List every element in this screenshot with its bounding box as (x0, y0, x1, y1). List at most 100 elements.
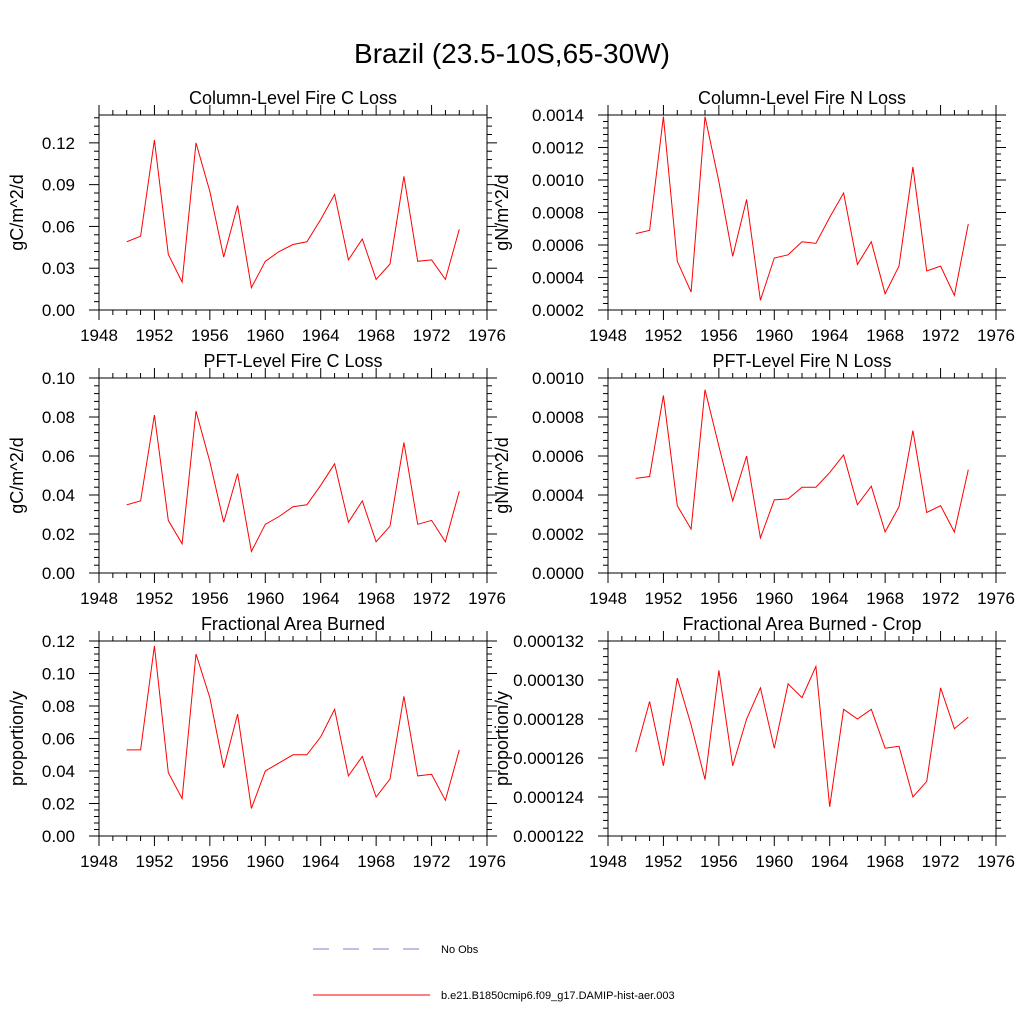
x-tick-label: 1972 (413, 326, 451, 345)
y-tick-label: 0.03 (42, 259, 75, 278)
series-line (635, 389, 969, 540)
x-tick-label: 1960 (246, 326, 284, 345)
y-axis-label: gC/m^2/d (7, 174, 27, 250)
x-tick-label: 1956 (700, 326, 738, 345)
x-tick-label: 1968 (866, 326, 904, 345)
plot-frame (98, 114, 488, 311)
chart-title: Fractional Area Burned - Crop (682, 614, 921, 634)
chart-title: Fractional Area Burned (201, 614, 385, 634)
x-tick-label: 1964 (811, 589, 849, 608)
x-tick-label: 1972 (922, 326, 960, 345)
chart-title: PFT-Level Fire N Loss (712, 351, 891, 371)
x-tick-label: 1948 (589, 589, 627, 608)
x-tick-label: 1964 (302, 326, 340, 345)
series-line (126, 410, 460, 554)
series-line (126, 645, 460, 809)
x-tick-label: 1956 (191, 852, 229, 871)
chart-panels: Column-Level Fire C Loss gC/m^2/d 1948 1952… (7, 88, 1015, 871)
x-tick-label: 1964 (302, 852, 340, 871)
plot-frame (98, 377, 488, 574)
y-axis-label: gN/m^2/d (492, 437, 512, 513)
plot-frame (607, 377, 997, 574)
x-tick-label: 1960 (246, 589, 284, 608)
y-tick-label: 0.000126 (513, 749, 584, 768)
x-tick-label: 1968 (357, 326, 395, 345)
y-tick-label: 0.00 (42, 827, 75, 846)
x-tick-label: 1972 (922, 852, 960, 871)
x-tick-label: 1952 (645, 589, 683, 608)
x-tick-label: 1976 (468, 852, 506, 871)
y-tick-label: 0.0014 (532, 106, 584, 125)
series-line (126, 140, 460, 290)
y-axis-label: proportion/y (492, 691, 512, 786)
y-tick-label: 0.0006 (532, 236, 584, 255)
y-tick-label: 0.0008 (532, 204, 584, 223)
x-tick-label: 1976 (977, 589, 1015, 608)
y-tick-label: 0.0012 (532, 139, 584, 158)
chart-panel-4: PFT-Level Fire N Loss gN/m^2/d 1948 1952 195… (492, 351, 1015, 608)
y-axis-label: gN/m^2/d (492, 174, 512, 250)
y-tick-label: 0.0002 (532, 301, 584, 320)
y-tick-label: 0.02 (42, 795, 75, 814)
series-line (635, 116, 969, 301)
x-tick-label: 1956 (700, 852, 738, 871)
x-tick-label: 1968 (357, 852, 395, 871)
y-axis-label: proportion/y (7, 691, 27, 786)
x-tick-label: 1976 (468, 589, 506, 608)
chart-panel-3: PFT-Level Fire C Loss gC/m^2/d 1948 1952 195… (7, 351, 506, 608)
x-tick-label: 1960 (755, 852, 793, 871)
x-tick-label: 1956 (191, 589, 229, 608)
y-tick-label: 0.000132 (513, 632, 584, 651)
x-tick-label: 1976 (977, 326, 1015, 345)
x-tick-label: 1952 (136, 326, 174, 345)
y-tick-label: 0.000124 (513, 788, 584, 807)
x-tick-label: 1976 (977, 852, 1015, 871)
y-tick-label: 0.12 (42, 134, 75, 153)
x-tick-label: 1972 (413, 589, 451, 608)
x-tick-label: 1948 (80, 852, 118, 871)
x-tick-label: 1964 (302, 589, 340, 608)
y-tick-label: 0.0010 (532, 171, 584, 190)
y-tick-label: 0.0006 (532, 447, 584, 466)
x-tick-label: 1968 (866, 852, 904, 871)
x-tick-label: 1960 (755, 589, 793, 608)
page-title: Brazil (23.5-10S,65-30W) (354, 38, 670, 69)
y-tick-label: 0.00 (42, 564, 75, 583)
x-tick-label: 1968 (357, 589, 395, 608)
y-tick-label: 0.12 (42, 632, 75, 651)
x-tick-label: 1948 (80, 589, 118, 608)
chart-title: Column-Level Fire N Loss (698, 88, 906, 108)
y-tick-label: 0.0000 (532, 564, 584, 583)
y-tick-label: 0.10 (42, 665, 75, 684)
x-tick-label: 1952 (136, 589, 174, 608)
y-tick-label: 0.08 (42, 408, 75, 427)
y-tick-label: 0.09 (42, 176, 75, 195)
y-tick-label: 0.10 (42, 369, 75, 388)
y-tick-label: 0.000130 (513, 671, 584, 690)
x-tick-label: 1952 (645, 852, 683, 871)
y-tick-label: 0.000128 (513, 710, 584, 729)
y-tick-label: 0.0004 (532, 486, 584, 505)
y-tick-label: 0.0008 (532, 408, 584, 427)
x-tick-label: 1960 (246, 852, 284, 871)
y-tick-label: 0.00 (42, 301, 75, 320)
x-tick-label: 1948 (589, 852, 627, 871)
legend: No Obs b.e21.B1850cmip6.f09_g17.DAMIP-hi… (313, 944, 675, 1002)
y-tick-label: 0.0010 (532, 369, 584, 388)
plot-frame (607, 640, 997, 837)
x-tick-label: 1948 (80, 326, 118, 345)
chart-panel-1: Column-Level Fire C Loss gC/m^2/d 1948 1952… (7, 88, 506, 345)
y-tick-label: 0.000122 (513, 827, 584, 846)
x-tick-label: 1960 (755, 326, 793, 345)
y-tick-label: 0.06 (42, 447, 75, 466)
y-tick-label: 0.02 (42, 525, 75, 544)
x-tick-label: 1972 (413, 852, 451, 871)
x-tick-label: 1956 (191, 326, 229, 345)
legend-label-no-obs: No Obs (441, 944, 479, 956)
x-tick-label: 1952 (645, 326, 683, 345)
chart-panel-2: Column-Level Fire N Loss gN/m^2/d 1948 1952… (492, 88, 1015, 345)
x-tick-label: 1972 (922, 589, 960, 608)
x-tick-label: 1948 (589, 326, 627, 345)
y-tick-label: 0.04 (42, 486, 75, 505)
